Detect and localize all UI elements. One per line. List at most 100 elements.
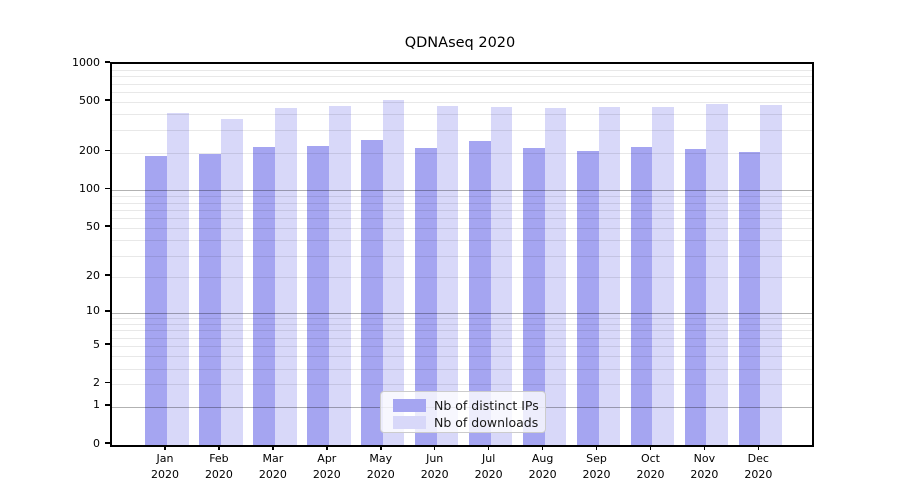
gridline-900	[112, 69, 812, 71]
bar-distinct-ips-apr	[307, 145, 329, 445]
y-tick-mark-0	[105, 442, 110, 444]
y-tick-mark-100	[105, 187, 110, 190]
x-tick-label-jun: Jun 2020	[420, 452, 449, 481]
bar-downloads-may	[382, 100, 405, 445]
x-tick-mark-oct	[649, 445, 652, 450]
gridline-5	[112, 346, 812, 348]
legend-entry-distinct-ips: Nb of distinct IPs	[393, 399, 539, 412]
y-tick-label-1000: 1000	[72, 55, 100, 69]
gridline-800	[112, 76, 812, 78]
x-tick-label-feb: Feb 2020	[204, 452, 233, 481]
y-tick-label-1: 1	[93, 398, 100, 412]
x-tick-mark-dec	[757, 445, 760, 450]
bar-distinct-ips-dec	[738, 152, 761, 445]
x-tick-mark-mar	[272, 445, 274, 450]
legend-entry-downloads: Nb of downloads	[393, 416, 538, 429]
gridline-9	[112, 318, 812, 320]
y-tick-mark-10	[105, 310, 110, 312]
y-tick-mark-5	[105, 343, 110, 345]
y-tick-mark-20	[105, 274, 110, 276]
bar-downloads-nov	[706, 103, 729, 445]
bar-distinct-ips-jul	[468, 140, 491, 445]
bar-downloads-dec	[760, 105, 783, 445]
x-tick-mark-feb	[218, 445, 220, 450]
y-tick-label-20: 20	[86, 268, 100, 282]
gridline-700	[112, 83, 812, 85]
y-tick-mark-1000	[105, 61, 110, 63]
x-tick-mark-aug	[541, 445, 544, 450]
bar-downloads-oct	[652, 107, 675, 445]
legend: Nb of distinct IPs Nb of downloads	[380, 391, 546, 433]
gridline-4	[112, 356, 812, 358]
x-tick-mark-may	[380, 445, 382, 450]
x-tick-label-mar: Mar 2020	[258, 452, 287, 481]
gridline-200	[112, 152, 812, 154]
bar-distinct-ips-feb	[199, 153, 221, 445]
bar-downloads-jan	[167, 112, 189, 445]
bar-distinct-ips-mar	[253, 147, 275, 445]
gridline-40	[112, 240, 812, 242]
gridline-90	[112, 196, 812, 198]
gridline-500	[112, 102, 812, 104]
bar-distinct-ips-sep	[576, 151, 599, 445]
x-tick-label-dec: Dec 2020	[744, 452, 773, 481]
x-tick-mark-jan	[164, 445, 166, 450]
y-tick-label-500: 500	[79, 93, 100, 107]
bar-distinct-ips-oct	[630, 146, 653, 445]
gridline-300	[112, 130, 812, 132]
chart-title: QDNAseq 2020	[404, 35, 516, 51]
x-tick-mark-apr	[326, 445, 328, 450]
x-tick-label-oct: Oct 2020	[636, 452, 665, 481]
x-tick-label-jan: Jan 2020	[151, 452, 179, 481]
gridline-70	[112, 209, 812, 211]
bar-distinct-ips-may	[361, 139, 383, 445]
bar-downloads-jun	[436, 105, 459, 445]
x-tick-label-may: May 2020	[366, 452, 395, 481]
legend-label-distinct-ips: Nb of distinct IPs	[434, 398, 539, 413]
plot-area	[110, 62, 814, 447]
y-tick-label-100: 100	[79, 181, 100, 195]
bar-downloads-sep	[598, 106, 621, 445]
y-tick-mark-200	[105, 149, 110, 152]
gridline-6	[112, 337, 812, 339]
gridline-7	[112, 330, 812, 332]
x-tick-mark-nov	[703, 445, 706, 450]
bar-downloads-apr	[328, 105, 351, 445]
legend-swatch-downloads	[393, 416, 426, 429]
x-tick-mark-jul	[487, 445, 490, 450]
gridline-30	[112, 255, 812, 257]
gridline-10	[112, 312, 812, 314]
bar-downloads-feb	[220, 118, 243, 445]
gridline-8	[112, 323, 812, 325]
bar-distinct-ips-jun	[415, 148, 437, 445]
x-tick-mark-jun	[433, 445, 436, 450]
gridline-60	[112, 218, 812, 220]
gridline-2	[112, 384, 812, 386]
y-tick-label-50: 50	[86, 219, 100, 233]
y-tick-label-200: 200	[79, 144, 100, 158]
y-tick-label-10: 10	[86, 304, 100, 318]
x-tick-label-apr: Apr 2020	[312, 452, 341, 481]
legend-label-downloads: Nb of downloads	[434, 415, 539, 430]
gridline-100	[112, 190, 812, 192]
gridline-400	[112, 114, 812, 116]
y-tick-label-2: 2	[93, 375, 100, 389]
x-tick-label-aug: Aug 2020	[528, 452, 557, 481]
bar-downloads-mar	[274, 107, 297, 445]
bar-distinct-ips-aug	[522, 147, 545, 445]
x-tick-label-nov: Nov 2020	[690, 452, 719, 481]
gridline-600	[112, 92, 812, 94]
bar-downloads-aug	[544, 107, 567, 445]
y-tick-label-5: 5	[93, 337, 100, 351]
x-tick-label-sep: Sep 2020	[582, 452, 611, 481]
bar-downloads-jul	[490, 106, 513, 445]
bar-distinct-ips-nov	[684, 148, 707, 445]
legend-swatch-distinct-ips	[393, 399, 426, 412]
x-tick-label-jul: Jul 2020	[474, 452, 503, 481]
x-tick-mark-sep	[595, 445, 598, 450]
y-tick-label-0: 0	[93, 436, 100, 450]
y-tick-mark-500	[105, 99, 110, 101]
gridline-20	[112, 277, 812, 279]
gridline-80	[112, 202, 812, 204]
